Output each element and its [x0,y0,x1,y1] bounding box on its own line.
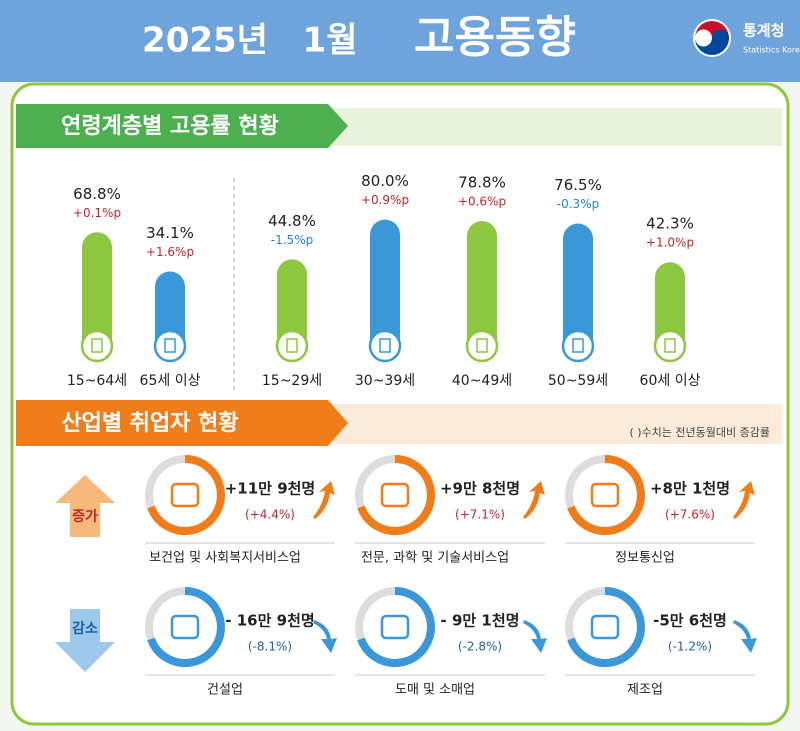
change: +8만 1천명 [650,480,730,498]
bar-icon [80,329,114,363]
logo-blue [695,29,729,55]
bar [370,219,400,352]
value-label: 34.1% [146,224,194,242]
category-label: 65세 이상 [140,373,201,389]
bar-icon [653,329,687,363]
bar [82,232,113,352]
value-label: 42.3% [646,215,694,233]
bar-icon-doc [572,338,584,353]
bar [655,262,685,352]
industry-icon [170,614,200,640]
ring-arc [357,587,435,667]
industry-icon [590,482,620,508]
ring-arc [567,587,645,667]
group-label: 증가 [72,509,98,525]
rate: (-1.2%) [668,640,712,654]
header-band [0,0,800,82]
rate: (+4.4%) [245,508,295,522]
section-band [330,108,782,146]
category-label: 15~29세 [262,373,322,389]
change: -5만 6천명 [653,612,727,630]
ring-arc [147,587,225,667]
category-label: 30~39세 [355,373,415,389]
bar [467,220,497,352]
rate: (+7.6%) [665,508,715,522]
industry-name: 건설업 [207,683,243,698]
section-band [330,404,782,444]
bar-icon-doc [379,338,391,353]
industry-icon [590,614,620,640]
bar-icon [153,329,187,363]
bar [277,259,307,352]
trend-arrow [313,481,335,519]
value-label: 78.8% [458,173,506,191]
note: ( )수치는 전년동월대비 증감률 [629,426,770,439]
bar-icon [561,329,595,363]
bar [563,223,593,352]
group-arrow [55,609,115,672]
section-ribbon [16,400,348,446]
bar-icon-doc [664,338,676,353]
section-ribbon [16,104,348,148]
ring-arc [147,455,225,535]
value-label: 76.5% [554,176,602,194]
bar-icon [275,329,309,363]
title-main: 고용동향 [414,12,576,63]
group-arrow [55,475,115,537]
value-label: 80.0% [361,172,409,190]
category-label: 15~64세 [67,373,127,389]
bar-icon-doc [286,338,298,353]
trend-arrow [313,620,337,653]
group-label: 감소 [72,620,98,637]
change-label: +1.0%p [646,236,694,250]
change: +9만 8천명 [440,480,520,498]
trend-arrow [523,481,545,519]
industry-name: 도매 및 소매업 [395,683,475,698]
rate: (+7.1%) [455,508,505,522]
change-label: -0.3%p [557,197,599,211]
industry-name: 제조업 [627,683,663,698]
section-title: 연령계층별 고용률 현황 [61,114,279,139]
dynamic: 68.8% +0.1%p 15~64세 34.1% +1.6%p 65세 이상 44.8% -… [55,172,757,698]
industry-name: 보건업 및 사회복지서비스업 [149,551,301,566]
change-label: +0.9%p [361,193,409,207]
change-label: +0.6%p [458,194,506,208]
bar-icon [465,329,499,363]
category-label: 40~49세 [452,373,512,389]
logo-name: 통계청 [743,22,784,40]
category-label: 50~59세 [548,373,608,389]
change: - 9만 1천명 [441,612,520,630]
change-label: -1.5%p [271,233,313,247]
rate: (-2.8%) [458,640,502,654]
change: - 16만 9천명 [225,612,314,630]
industry-icon [380,614,410,640]
value-label: 68.8% [73,185,121,203]
value-label: 44.8% [268,212,316,230]
title-month: 1월 [303,21,358,61]
industry-name: 전문, 과학 및 기술서비스업 [361,551,509,566]
bar-icon-doc [476,338,488,353]
change-label: +1.6%p [146,245,194,259]
trend-arrow [523,620,547,653]
industry-icon [380,482,410,508]
section-title: 산업별 취업자 현황 [61,411,238,436]
bar-icon [368,329,402,363]
logo-sub: Statistics Korea [743,46,800,55]
rate: (-8.1%) [248,640,292,654]
change-label: +0.1%p [73,206,121,220]
bar-icon-doc [91,338,103,353]
title-year: 2025년 [142,21,268,61]
ring-arc [357,455,435,535]
industry-name: 정보통신업 [615,551,675,566]
trend-arrow [733,620,757,653]
bar-icon-doc [164,338,176,353]
trend-arrow [733,481,755,519]
change: +11만 9천명 [225,480,316,498]
industry-icon [170,482,200,508]
category-label: 60세 이상 [640,373,701,389]
ring-arc [567,455,645,535]
